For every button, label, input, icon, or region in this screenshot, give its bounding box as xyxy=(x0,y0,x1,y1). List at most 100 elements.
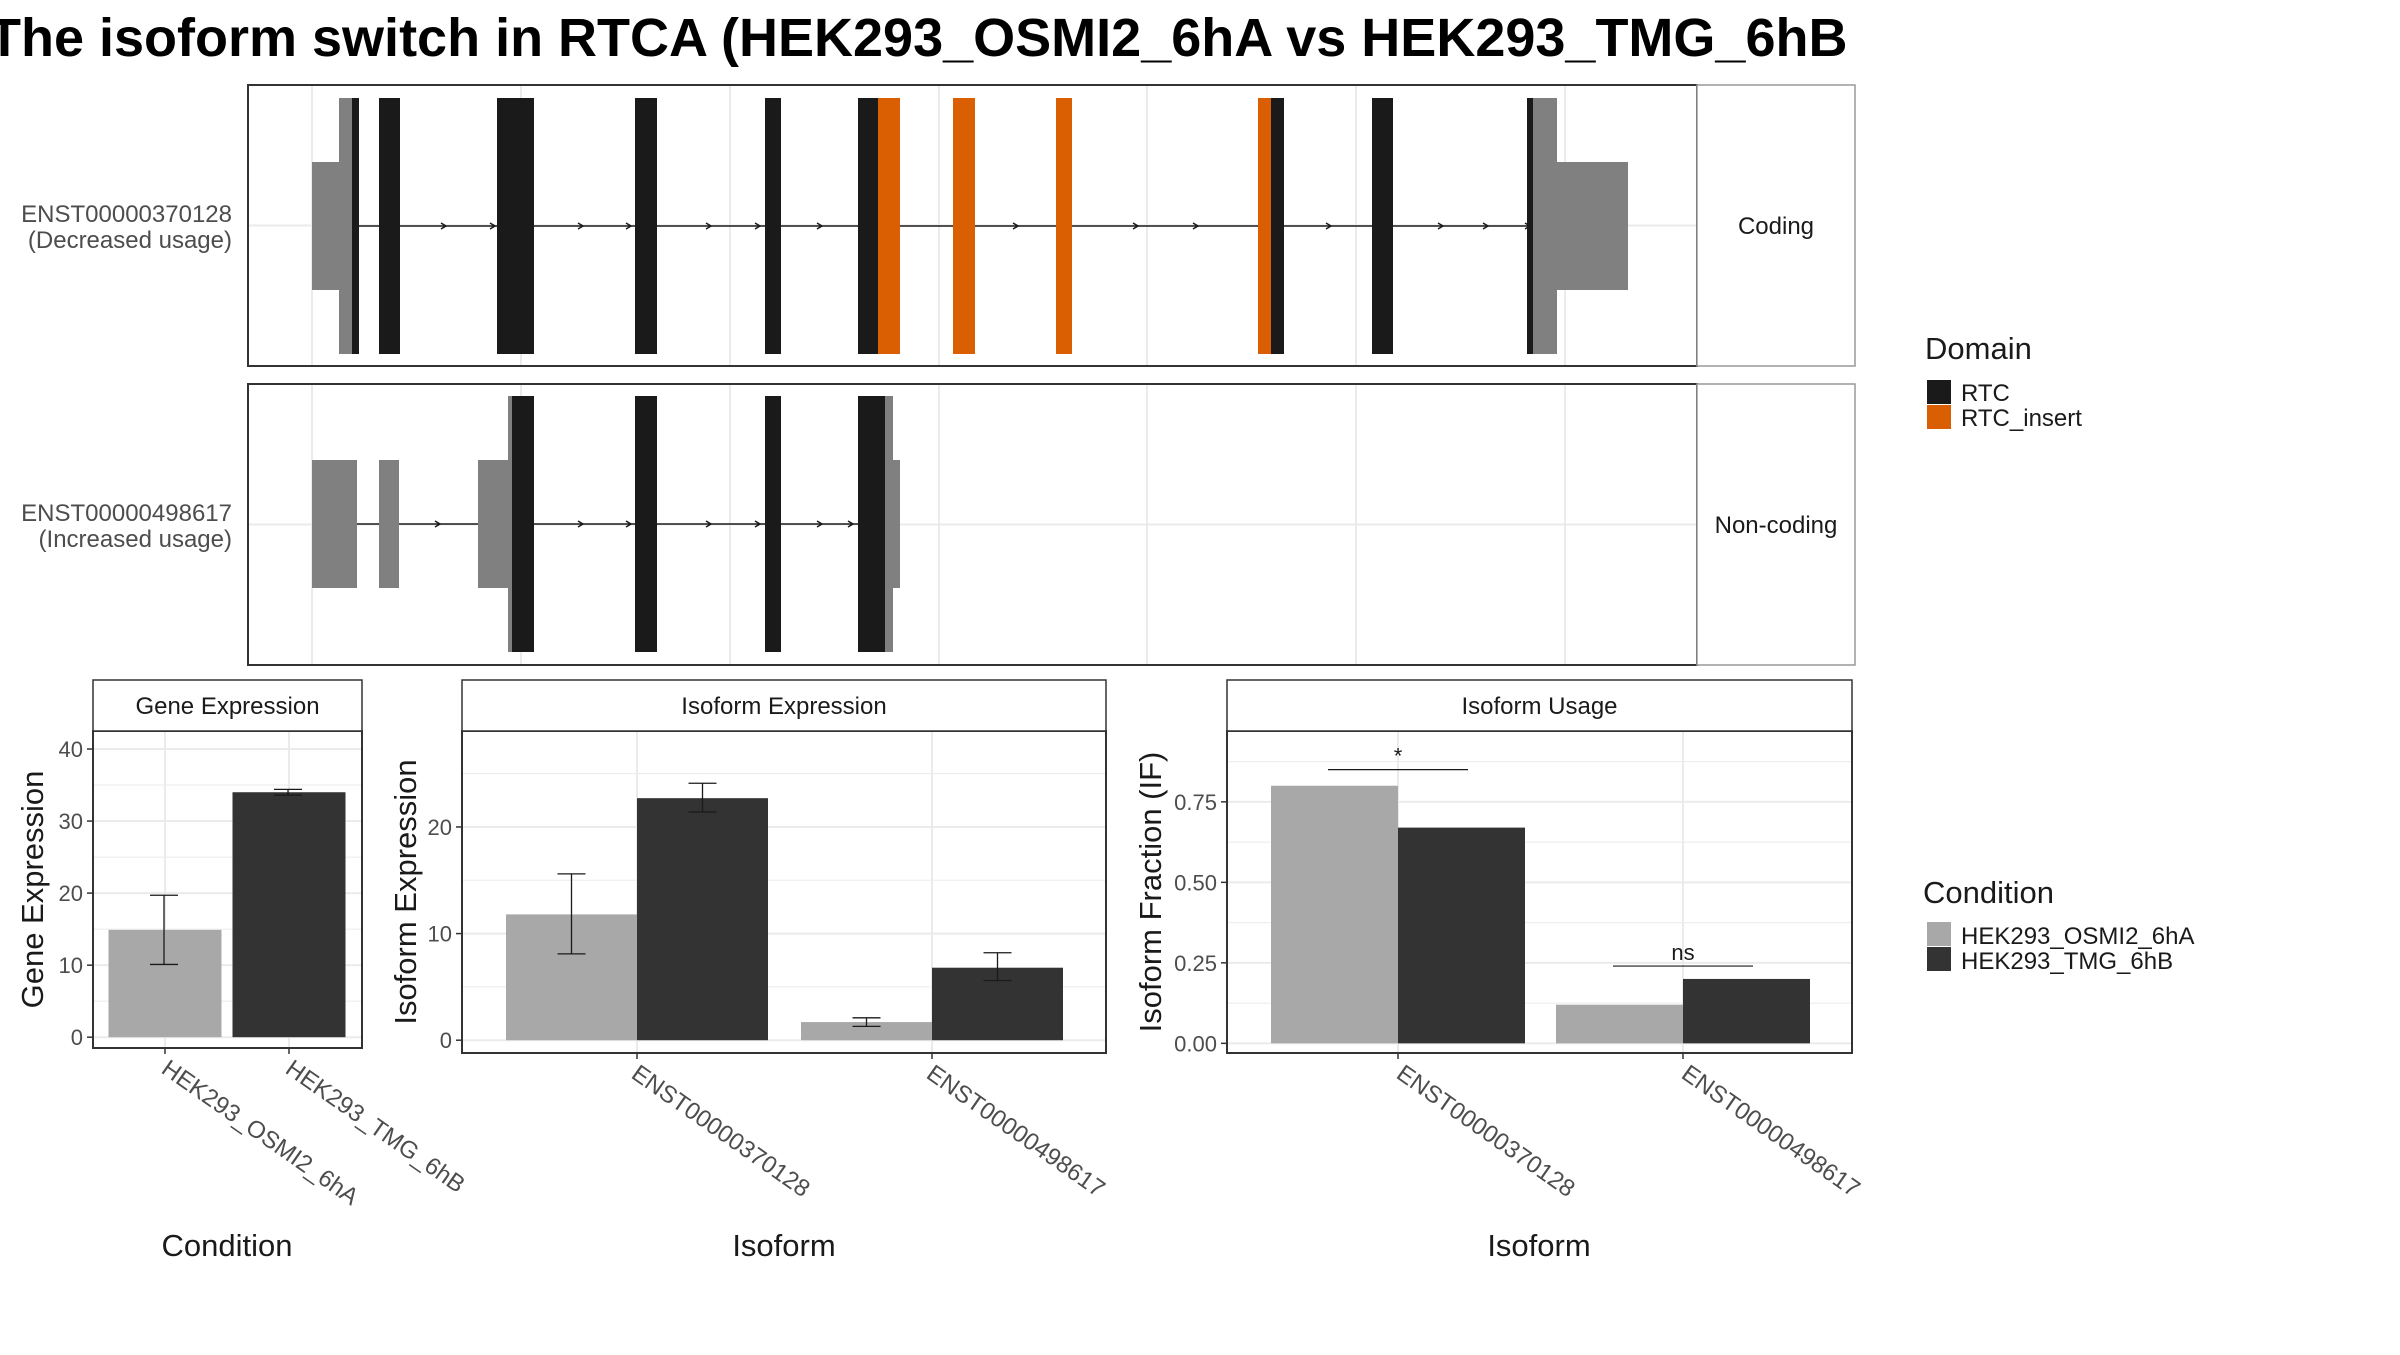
significance-label: * xyxy=(1394,744,1403,769)
transcript-id-label: ENST00000498617 xyxy=(21,500,232,527)
legend-swatch-rtc-insert xyxy=(1927,405,1951,429)
intron-arrow xyxy=(440,222,448,230)
bar xyxy=(232,792,346,1038)
intron-arrow xyxy=(754,520,762,528)
x-axis-title: Condition xyxy=(162,1228,293,1263)
bar xyxy=(637,798,768,1041)
strip-coding xyxy=(1696,84,1856,367)
y-tick-label: 20 xyxy=(59,881,83,906)
rtc-domain-exon xyxy=(512,396,534,652)
transcript-id-label: ENST00000370128 xyxy=(21,201,232,228)
utr-exon xyxy=(339,98,353,354)
transcript-panel-noncoding: Non-coding ENST00000498617 (Increased us… xyxy=(21,383,1856,666)
y-tick-label: 0 xyxy=(440,1028,452,1053)
rtc-insert-domain-exon xyxy=(1258,98,1271,354)
y-tick-label: 0.75 xyxy=(1174,790,1217,815)
condition-legend: Condition HEK293_OSMI2_6hA HEK293_TMG_6h… xyxy=(1923,875,2194,975)
strip-noncoding xyxy=(1696,383,1856,666)
intron-arrow xyxy=(489,222,497,230)
utr-exon xyxy=(1533,98,1557,354)
intron-arrow xyxy=(434,520,442,528)
bar xyxy=(108,929,222,1038)
strip-label: Gene Expression xyxy=(135,693,319,720)
x-tick-label: HEK293_OSMI2_6hA xyxy=(157,1055,364,1211)
rtc-domain-exon xyxy=(497,98,534,354)
y-tick-label: 20 xyxy=(428,815,452,840)
utr-exon xyxy=(508,396,512,652)
legend-title: Condition xyxy=(1923,875,2054,910)
x-tick-label: ENST00000498617 xyxy=(1677,1060,1865,1203)
strip-label-coding: Coding xyxy=(1738,213,1814,240)
intron-arrow xyxy=(1012,222,1020,230)
bar xyxy=(1271,785,1398,1044)
rtc-insert-domain-exon xyxy=(953,98,975,354)
domain-legend: Domain RTC RTC_insert xyxy=(1925,331,2082,432)
legend-swatch-cond-a xyxy=(1927,922,1951,946)
intron-arrow xyxy=(1192,222,1200,230)
x-tick-label: ENST00000370128 xyxy=(627,1060,815,1203)
y-tick-label: 0.25 xyxy=(1174,951,1217,976)
bar xyxy=(1683,978,1810,1044)
transcript-usage-label: (Increased usage) xyxy=(39,526,232,553)
intron-arrow xyxy=(816,222,824,230)
isoform-usage-chart: 0.00 0.25 0.50 0.75 * ns Isoform Usage ENST0000… xyxy=(1133,679,1865,1263)
rtc-insert-domain-exon xyxy=(878,98,900,354)
x-axis-title: Isoform xyxy=(732,1228,835,1263)
rtc-domain-exon xyxy=(1271,98,1284,354)
y-axis-title: Isoform Fraction (IF) xyxy=(1133,752,1168,1033)
rtc-domain-exon xyxy=(635,396,657,652)
x-tick-label: ENST00000498617 xyxy=(922,1060,1110,1203)
intron-arrow xyxy=(1132,222,1140,230)
intron-arrow xyxy=(847,520,855,528)
intron-arrow xyxy=(705,520,713,528)
significance-label: ns xyxy=(1671,940,1694,965)
transcript-usage-label: (Decreased usage) xyxy=(28,227,232,254)
bar xyxy=(1556,1004,1683,1044)
transcript-track xyxy=(312,98,1628,354)
intron-arrow xyxy=(577,520,585,528)
intron-arrow xyxy=(705,222,713,230)
strip-label: Isoform Usage xyxy=(1461,693,1617,720)
strip xyxy=(461,679,1107,732)
y-axis-title: Gene Expression xyxy=(15,771,50,1009)
legend-label: RTC xyxy=(1961,380,2010,407)
rtc-domain-exon xyxy=(1372,98,1393,354)
intron-arrow xyxy=(1437,222,1445,230)
rtc-domain-exon xyxy=(765,396,781,652)
transcript-track xyxy=(312,396,900,652)
intron-arrow xyxy=(1325,222,1333,230)
transcript-panel-coding: Coding ENST00000370128 (Decreased usage) xyxy=(21,84,1856,367)
utr-exon xyxy=(379,460,399,588)
intron-arrow xyxy=(1482,222,1490,230)
legend-label: RTC_insert xyxy=(1961,405,2082,432)
rtc-domain-exon xyxy=(635,98,657,354)
utr-exon xyxy=(1557,162,1628,290)
utr-exon xyxy=(312,460,357,588)
y-tick-label: 10 xyxy=(428,922,452,947)
y-tick-label: 0.00 xyxy=(1174,1031,1217,1056)
strip xyxy=(1226,679,1853,732)
rtc-domain-exon xyxy=(379,98,400,354)
bar xyxy=(1398,827,1525,1044)
intron-arrow xyxy=(754,222,762,230)
y-tick-label: 0.50 xyxy=(1174,870,1217,895)
rtc-domain-exon xyxy=(765,98,781,354)
legend-label: HEK293_TMG_6hB xyxy=(1961,948,2173,975)
strip-label: Isoform Expression xyxy=(681,693,886,720)
y-tick-label: 10 xyxy=(59,953,83,978)
rtc-domain-exon xyxy=(858,98,878,354)
rtc-domain-exon xyxy=(352,98,359,354)
figure-title: The isoform switch in RTCA (HEK293_OSMI2… xyxy=(0,8,1847,68)
rtc-insert-domain-exon xyxy=(1056,98,1072,354)
x-tick-label: ENST00000370128 xyxy=(1392,1060,1580,1203)
strip-label-noncoding: Non-coding xyxy=(1715,512,1838,539)
legend-swatch-rtc xyxy=(1927,380,1951,404)
y-axis-title: Isoform Expression xyxy=(388,759,423,1024)
utr-exon xyxy=(885,396,893,652)
legend-label: HEK293_OSMI2_6hA xyxy=(1961,923,2194,950)
legend-title: Domain xyxy=(1925,331,2032,366)
rtc-domain-exon xyxy=(858,396,885,652)
